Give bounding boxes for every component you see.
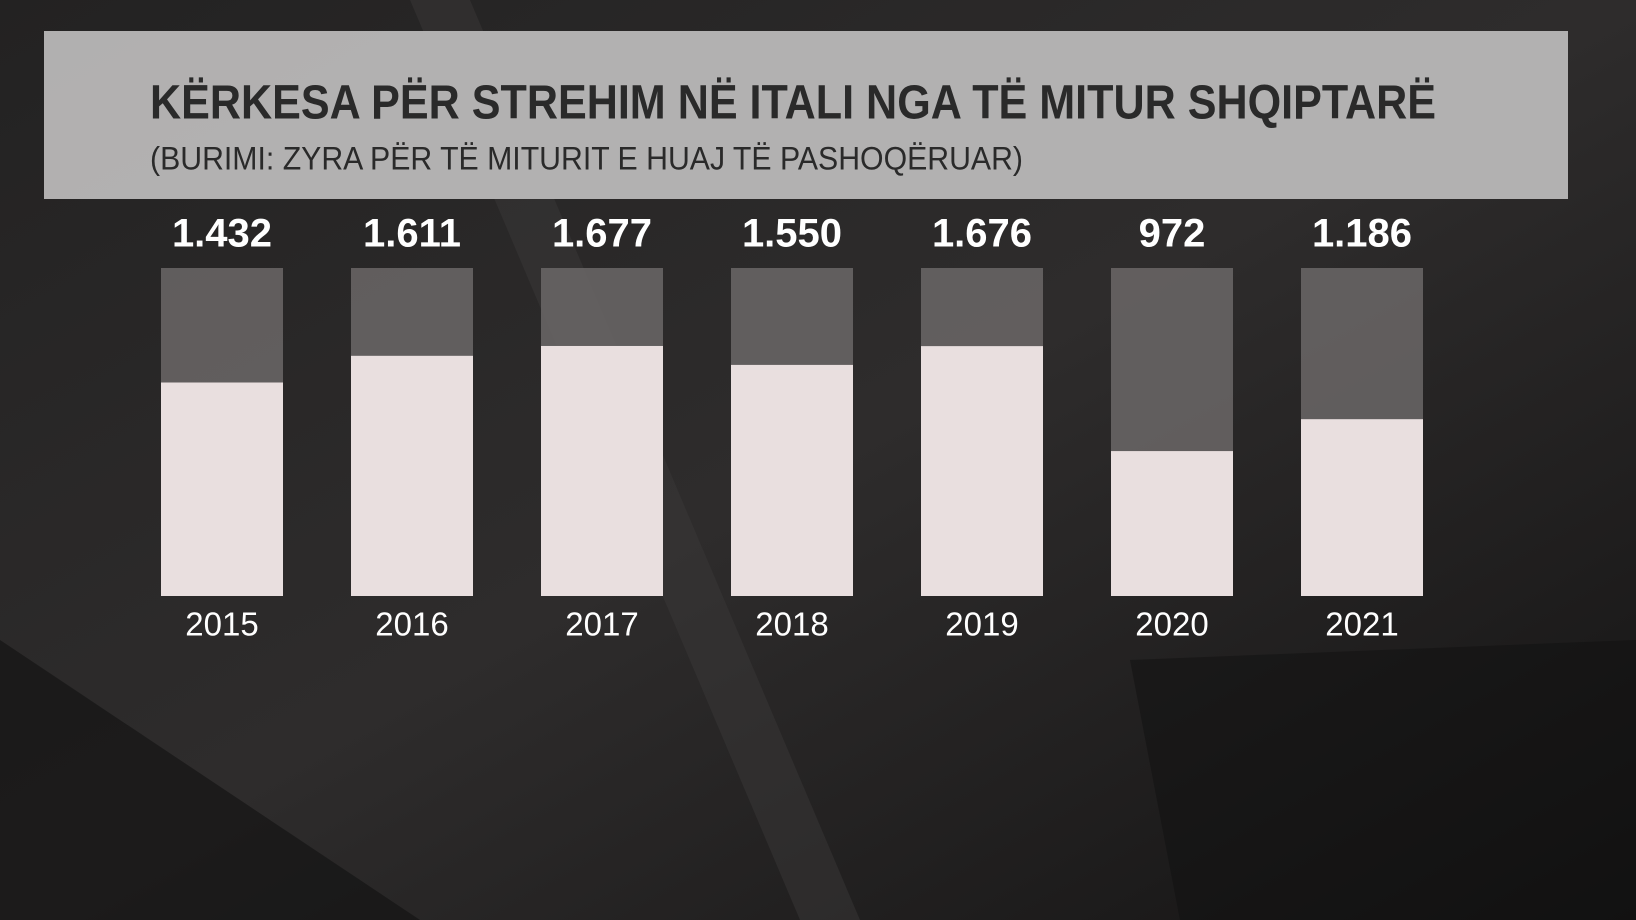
- value-label: 1.186: [1312, 212, 1412, 256]
- chart-title: KËRKESA PËR STREHIM NË ITALI NGA TË MITU…: [150, 77, 1436, 130]
- bar: [1301, 419, 1423, 596]
- x-tick-label: 2017: [565, 606, 638, 643]
- bar: [161, 382, 283, 596]
- bar: [731, 364, 853, 596]
- chart-subtitle: (BURIMI: ZYRA PËR TË MITURIT E HUAJ TË P…: [150, 140, 1023, 176]
- x-tick-label: 2015: [185, 606, 258, 643]
- bar: [921, 346, 1043, 596]
- bar: [1111, 451, 1233, 596]
- bar: [541, 345, 663, 596]
- title-band: [44, 31, 1568, 199]
- value-label: 1.611: [363, 212, 461, 256]
- x-tick-label: 2016: [375, 606, 448, 643]
- value-label: 1.676: [932, 212, 1032, 256]
- bar: [351, 355, 473, 596]
- value-label: 1.677: [552, 212, 652, 256]
- x-tick-label: 2019: [945, 606, 1018, 643]
- value-label: 1.550: [742, 212, 842, 256]
- x-tick-label: 2020: [1135, 606, 1208, 643]
- x-tick-label: 2018: [755, 606, 828, 643]
- decor: [1130, 640, 1636, 920]
- x-tick-label: 2021: [1325, 606, 1398, 643]
- value-label: 1.432: [172, 212, 272, 256]
- decor: [0, 640, 420, 920]
- value-label: 972: [1139, 212, 1206, 256]
